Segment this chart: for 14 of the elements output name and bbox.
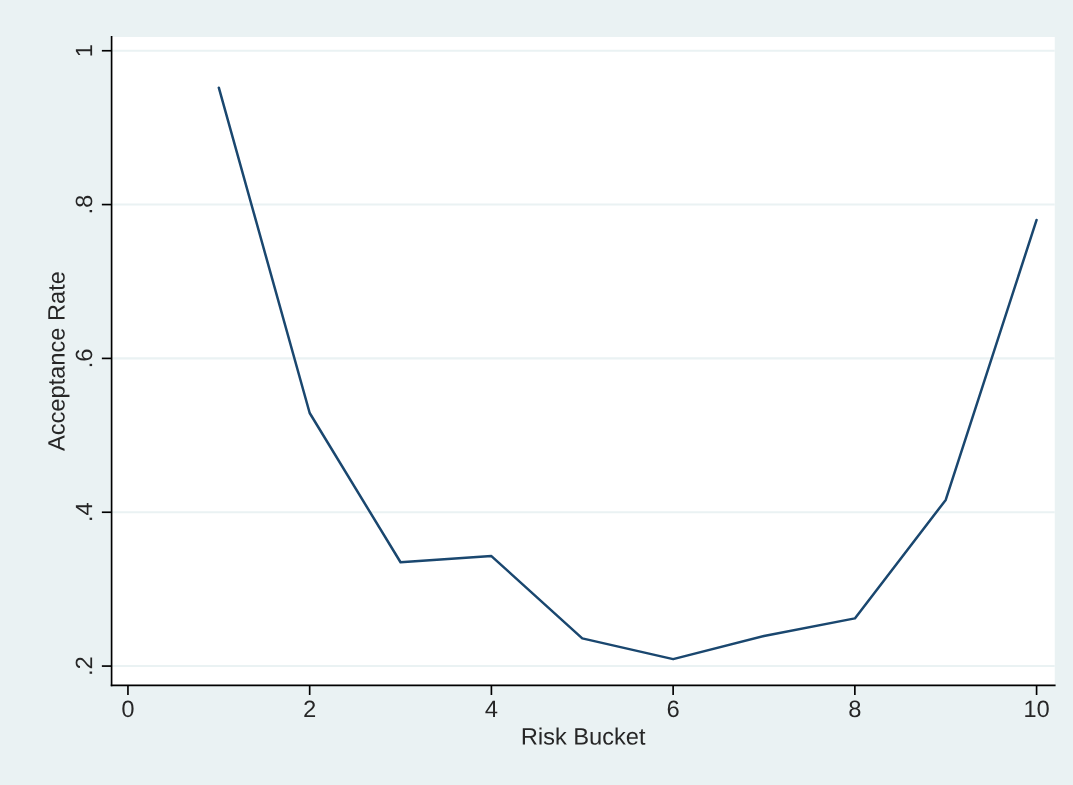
y-tick-label: .4 (75, 503, 93, 520)
x-tick-label: 10 (1025, 700, 1049, 718)
x-tick-label: 8 (849, 700, 861, 718)
y-tick-label: .8 (75, 195, 93, 213)
x-tick-label: 4 (485, 700, 498, 717)
y-axis-title: Acceptance Rate (48, 272, 70, 451)
line-series (217, 86, 1038, 661)
x-tick-label: 0 (122, 700, 134, 718)
y-tick-label: 1 (75, 45, 93, 56)
x-tick-label: 2 (304, 700, 316, 717)
x-tick-label: 6 (667, 700, 679, 718)
y-tick-label: .6 (75, 349, 93, 367)
y-tick-label: .2 (75, 657, 93, 674)
x-axis-title: Risk Bucket (522, 727, 646, 745)
